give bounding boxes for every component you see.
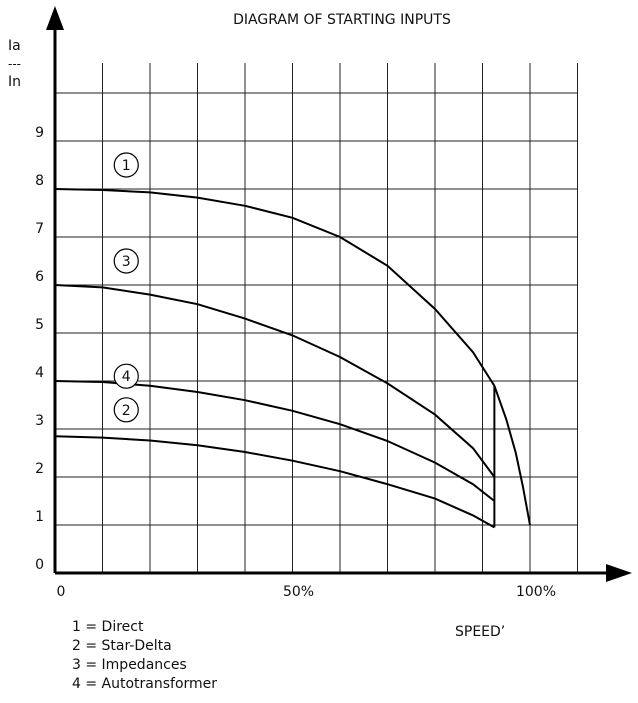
series-markers: 1 3 4 2: [113, 152, 139, 423]
tick-labels: 0 1 2 3 4 5 6 7 8 9 0 50% 100%: [35, 125, 556, 600]
series-line-1: [54, 188, 531, 526]
x-tick-label: 50%: [283, 584, 314, 600]
series-marker-circle-2: [113, 397, 139, 423]
series-marker-circle-1: [113, 152, 139, 178]
series-marker-label-2: 2: [122, 403, 131, 419]
series-marker-label-1: 1: [122, 158, 131, 174]
y-tick-label: 5: [35, 317, 44, 333]
series-group: [54, 188, 531, 529]
series-marker-label-4: 4: [122, 369, 131, 385]
series-line-2: [54, 435, 495, 529]
series-marker-circle-4: [113, 363, 139, 389]
y-tick-label: 4: [35, 365, 44, 381]
series-marker-circle-3: [113, 248, 139, 274]
chart-title: DIAGRAM OF STARTING INPUTS: [233, 12, 451, 28]
y-axis-arrow: [46, 6, 64, 30]
legend-item-impedances: 3 = Impedances: [72, 657, 187, 673]
y-tick-label: 8: [35, 173, 44, 189]
series-line-3: [54, 284, 496, 478]
series-marker-label-3: 3: [122, 254, 131, 270]
x-axis-arrow: [606, 564, 632, 582]
legend-item-autotransformer: 4 = Autotransformer: [72, 676, 218, 692]
x-tick-label: 0: [57, 584, 66, 600]
y-axis-label-divider: ---: [8, 57, 21, 71]
y-axis-label: Ia --- In: [8, 38, 21, 90]
legend-item-star-delta: 2 = Star-Delta: [72, 638, 172, 654]
y-tick-label: 0: [35, 557, 44, 573]
legend-item-direct: 1 = Direct: [72, 619, 144, 635]
y-tick-label: 9: [35, 125, 44, 141]
y-tick-label: 6: [35, 269, 44, 285]
y-tick-label: 7: [35, 221, 44, 237]
y-axis-label-bottom: In: [8, 74, 21, 90]
y-tick-label: 1: [35, 509, 44, 525]
axes: [46, 6, 632, 582]
y-tick-label: 3: [35, 413, 44, 429]
legend: 1 = Direct 2 = Star-Delta 3 = Impedances…: [72, 618, 217, 694]
y-axis-label-top: Ia: [8, 38, 21, 54]
x-tick-label: 100%: [516, 584, 556, 600]
x-axis-label: SPEED’: [455, 624, 505, 640]
grid: [55, 63, 578, 573]
y-tick-label: 2: [35, 461, 44, 477]
